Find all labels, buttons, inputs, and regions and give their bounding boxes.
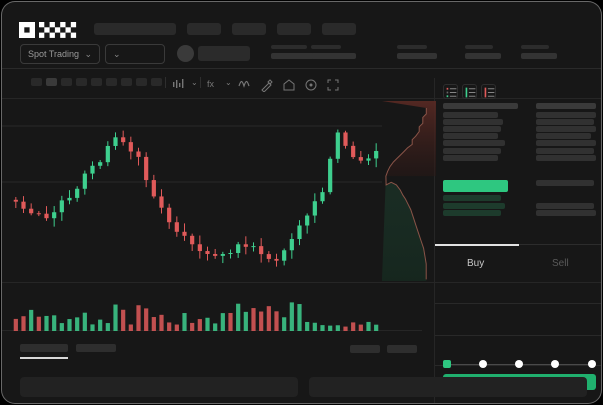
svg-text:fx: fx: [207, 79, 215, 89]
